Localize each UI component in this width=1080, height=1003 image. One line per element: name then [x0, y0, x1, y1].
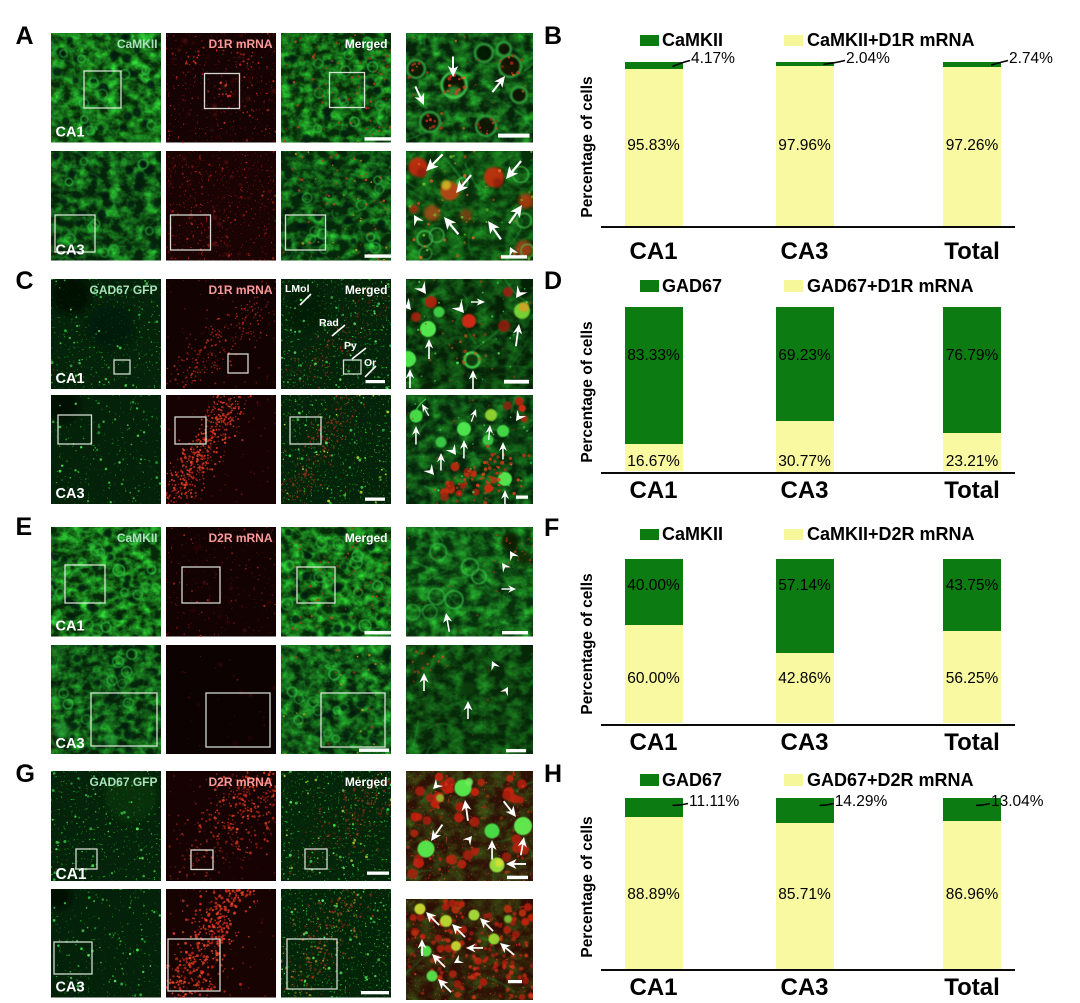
svg-text:D1R mRNA: D1R mRNA [208, 37, 272, 51]
svg-text:Merged: Merged [345, 37, 388, 51]
svg-text:CA3: CA3 [56, 243, 85, 259]
svg-text:CA1: CA1 [56, 619, 85, 635]
svg-text:Py: Py [344, 340, 357, 352]
svg-text:D2R mRNA: D2R mRNA [208, 531, 272, 545]
svg-text:Rad: Rad [319, 317, 339, 329]
svg-text:CA1: CA1 [56, 125, 85, 141]
svg-text:CA3: CA3 [56, 486, 85, 502]
svg-text:CaMKII: CaMKII [117, 531, 158, 545]
svg-text:D2R mRNA: D2R mRNA [208, 775, 272, 789]
svg-text:CA3: CA3 [56, 736, 85, 752]
svg-text:CA3: CA3 [56, 980, 85, 996]
svg-text:GAD67 GFP: GAD67 GFP [89, 283, 157, 297]
svg-text:Merged: Merged [345, 775, 388, 789]
svg-text:CA1: CA1 [56, 371, 85, 387]
svg-text:Or: Or [364, 357, 376, 369]
svg-text:CA1: CA1 [56, 866, 87, 881]
svg-text:GAD67 GFP: GAD67 GFP [89, 775, 157, 789]
svg-text:Merged: Merged [345, 283, 388, 297]
svg-text:Merged: Merged [345, 531, 388, 545]
svg-text:LMol: LMol [285, 283, 310, 295]
svg-text:CaMKII: CaMKII [117, 37, 158, 51]
svg-text:D1R mRNA: D1R mRNA [208, 283, 272, 297]
